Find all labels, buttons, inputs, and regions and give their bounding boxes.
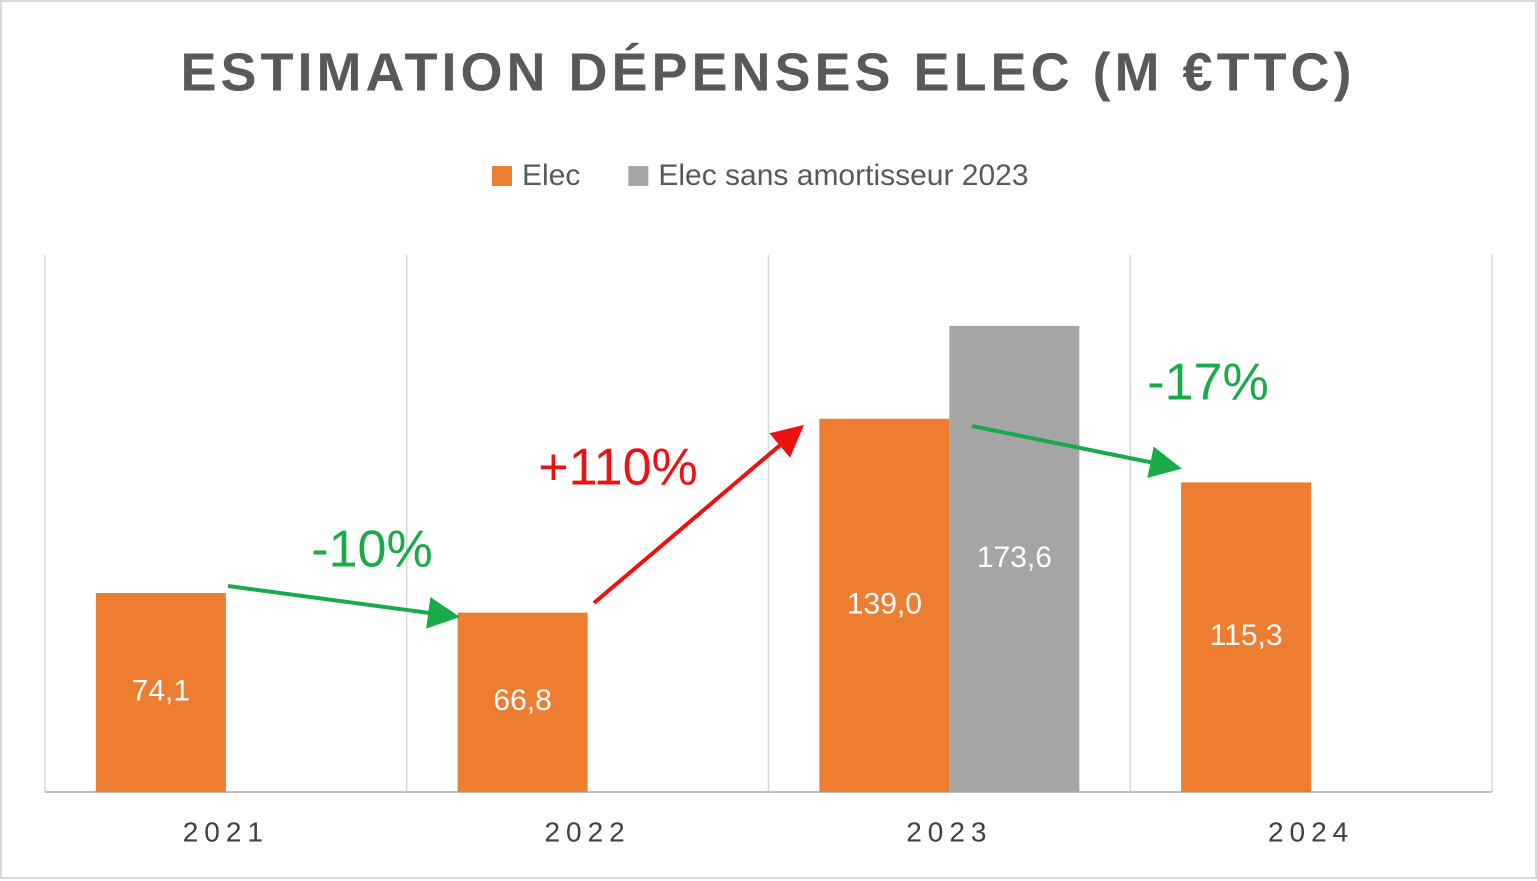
annotation-arrow	[227, 584, 460, 629]
bar	[457, 612, 588, 792]
annotation: +110%	[538, 439, 698, 497]
x-tick-label: 2024	[1268, 816, 1354, 847]
legend-label: Elec sans amortisseur 2023	[658, 159, 1028, 192]
data-label: 173,6	[977, 541, 1052, 574]
annotation-arrow	[971, 424, 1182, 478]
chart-title: ESTIMATION DÉPENSES ELEC (M €TTC)	[180, 42, 1355, 102]
bar	[819, 418, 950, 792]
x-tick-label: 2023	[906, 816, 992, 847]
x-tick-label: 2022	[544, 816, 630, 847]
legend-swatch	[628, 166, 649, 186]
bar	[949, 325, 1080, 792]
annotation: -17%	[1147, 354, 1268, 412]
legend-label: Elec	[522, 159, 580, 192]
annotation: -10%	[311, 521, 432, 579]
data-label: 74,1	[132, 674, 190, 707]
data-label: 66,8	[493, 684, 551, 717]
x-tick-label: 2021	[183, 816, 269, 847]
annotation-arrow	[592, 424, 805, 605]
bar	[1181, 482, 1312, 792]
data-label: 115,3	[1210, 619, 1283, 652]
bar	[95, 593, 226, 792]
data-label: 139,0	[847, 587, 922, 620]
legend-swatch	[492, 166, 512, 186]
